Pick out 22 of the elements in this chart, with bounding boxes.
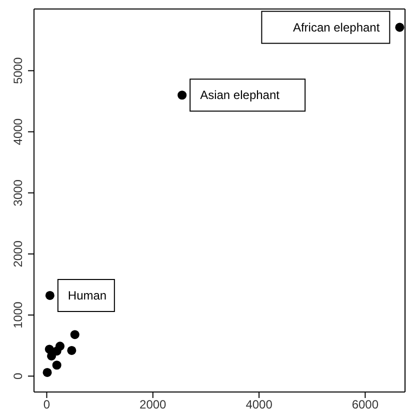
point (52, 360, 62, 370)
x-tick-label: 2000 (140, 398, 167, 412)
x-tick-label: 6000 (352, 398, 379, 412)
y-tick-label: 5000 (11, 57, 25, 84)
point (178, 90, 187, 100)
y-tick-label: 0 (11, 372, 25, 380)
point (395, 22, 404, 32)
point (45, 290, 54, 300)
x-tick-label: 0 (43, 398, 50, 412)
annotation: African elephant (292, 20, 380, 34)
annotation: Human (68, 288, 107, 302)
point (42, 368, 52, 377)
point (55, 342, 65, 351)
y-tick-label: 1000 (11, 301, 25, 328)
x-tick-label: 4000 (246, 398, 273, 412)
y-tick-label: 2000 (11, 240, 25, 268)
y-tick-label: 3000 (11, 179, 25, 206)
point (44, 344, 54, 354)
point (67, 346, 76, 355)
y-tick-label: 4000 (11, 118, 25, 146)
annotation: Asian elephant (200, 88, 280, 102)
point (70, 330, 80, 340)
